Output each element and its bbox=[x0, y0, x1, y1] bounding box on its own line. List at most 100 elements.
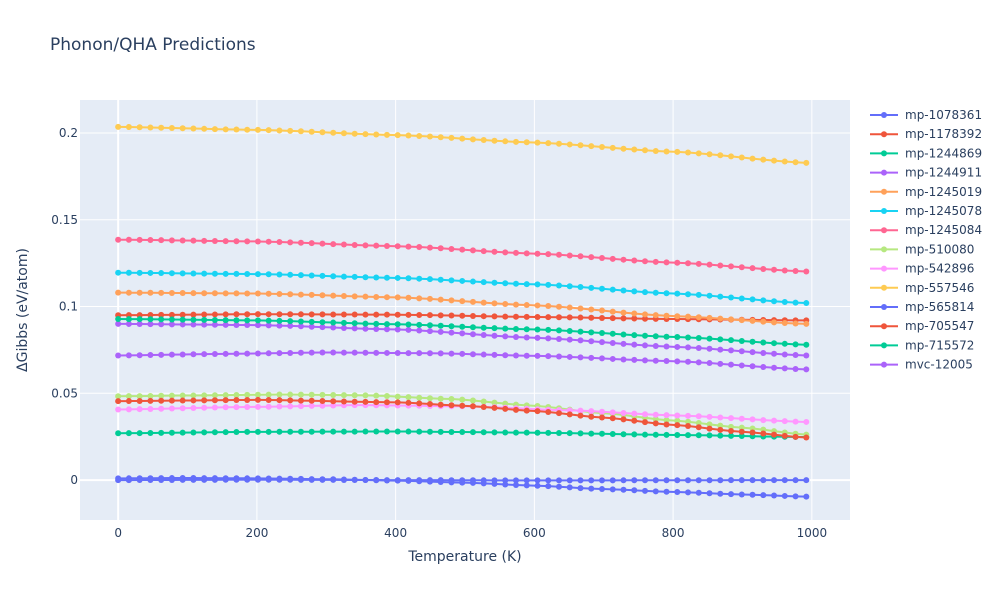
data-point bbox=[728, 432, 735, 439]
data-point bbox=[190, 290, 197, 297]
data-point bbox=[566, 336, 573, 343]
legend-item-mp-565814[interactable]: mp-565814 bbox=[870, 300, 974, 314]
data-point bbox=[728, 263, 735, 270]
data-point bbox=[201, 125, 208, 132]
data-point bbox=[512, 334, 519, 341]
legend-item-mp-1245078[interactable]: mp-1245078 bbox=[870, 204, 982, 218]
data-point bbox=[201, 290, 208, 297]
data-point bbox=[534, 334, 541, 341]
data-point bbox=[459, 350, 466, 357]
data-point bbox=[491, 300, 498, 307]
data-point bbox=[136, 316, 143, 323]
data-point bbox=[803, 320, 810, 327]
data-point bbox=[222, 270, 229, 277]
data-point bbox=[545, 326, 552, 333]
data-point bbox=[631, 315, 638, 322]
legend-item-mp-542896[interactable]: mp-542896 bbox=[870, 262, 974, 276]
data-point bbox=[674, 422, 681, 429]
data-point bbox=[663, 417, 670, 424]
data-point bbox=[136, 236, 143, 243]
data-point bbox=[695, 413, 702, 420]
legend-item-mp-715572[interactable]: mp-715572 bbox=[870, 338, 974, 352]
data-point bbox=[534, 281, 541, 288]
legend-item-mp-1245084[interactable]: mp-1245084 bbox=[870, 223, 982, 237]
data-point bbox=[502, 249, 509, 256]
data-point bbox=[577, 314, 584, 321]
data-point bbox=[685, 477, 692, 484]
data-point bbox=[147, 477, 154, 484]
data-point bbox=[136, 477, 143, 484]
legend-item-mvc-12005[interactable]: mvc-12005 bbox=[870, 358, 973, 372]
data-point bbox=[201, 392, 208, 399]
data-point bbox=[233, 397, 240, 404]
data-point bbox=[287, 476, 294, 483]
legend-item-mp-557546[interactable]: mp-557546 bbox=[870, 281, 974, 295]
data-point bbox=[437, 322, 444, 329]
data-point bbox=[437, 276, 444, 283]
data-point bbox=[373, 392, 380, 399]
data-point bbox=[437, 134, 444, 141]
series-mp-1245078 bbox=[115, 269, 810, 307]
data-point bbox=[620, 256, 627, 263]
legend-item-mp-1178392[interactable]: mp-1178392 bbox=[870, 127, 982, 141]
data-point bbox=[674, 417, 681, 424]
legend-item-mp-1244911[interactable]: mp-1244911 bbox=[870, 166, 982, 180]
data-point bbox=[717, 152, 724, 159]
data-point bbox=[642, 258, 649, 265]
data-point bbox=[394, 321, 401, 328]
data-point bbox=[803, 418, 810, 425]
data-point bbox=[383, 393, 390, 400]
legend-swatch-marker bbox=[881, 284, 887, 291]
legend-label: mp-1244911 bbox=[905, 166, 982, 180]
data-point bbox=[717, 346, 724, 353]
data-point bbox=[233, 238, 240, 245]
data-point bbox=[362, 320, 369, 327]
data-point bbox=[631, 288, 638, 295]
data-point bbox=[211, 126, 218, 133]
data-point bbox=[674, 488, 681, 495]
legend-item-mp-1245019[interactable]: mp-1245019 bbox=[870, 185, 982, 199]
data-point bbox=[351, 320, 358, 327]
data-point bbox=[211, 290, 218, 297]
data-point bbox=[599, 477, 605, 484]
y-tick-label: 0.05 bbox=[51, 386, 78, 400]
data-point bbox=[738, 433, 745, 440]
data-point bbox=[233, 126, 240, 133]
data-point bbox=[749, 349, 756, 356]
legend-item-mp-1244869[interactable]: mp-1244869 bbox=[870, 146, 982, 160]
data-point bbox=[728, 491, 735, 498]
data-point bbox=[158, 270, 165, 277]
data-point bbox=[287, 311, 294, 318]
data-point bbox=[760, 318, 767, 325]
x-tick-labels: 0 200 400 600 800 1000 bbox=[114, 526, 827, 540]
data-point bbox=[642, 311, 649, 318]
data-point bbox=[588, 143, 595, 150]
data-point bbox=[512, 313, 519, 320]
data-point bbox=[599, 285, 605, 292]
series-mp-557546 bbox=[115, 123, 810, 166]
data-point bbox=[771, 417, 778, 424]
data-point bbox=[459, 277, 466, 284]
legend-item-mp-1078361[interactable]: mp-1078361 bbox=[870, 108, 982, 122]
data-point bbox=[792, 477, 799, 484]
data-point bbox=[297, 272, 304, 279]
legend-item-mp-510080[interactable]: mp-510080 bbox=[870, 242, 974, 256]
data-point bbox=[556, 140, 562, 147]
data-point bbox=[179, 476, 186, 483]
data-point bbox=[749, 155, 756, 162]
legend-swatch-marker bbox=[881, 112, 887, 118]
data-point bbox=[190, 311, 197, 318]
data-point bbox=[244, 126, 251, 133]
data-point bbox=[512, 325, 519, 332]
data-point bbox=[362, 293, 369, 300]
data-point bbox=[599, 414, 605, 421]
data-point bbox=[717, 336, 724, 343]
legend[interactable]: mp-1078361 mp-1178392 mp-1244869 mp-1244911… bbox=[870, 108, 982, 372]
data-point bbox=[362, 477, 369, 484]
data-point bbox=[749, 338, 756, 345]
data-point bbox=[588, 485, 595, 492]
data-point bbox=[201, 429, 208, 436]
legend-item-mp-705547[interactable]: mp-705547 bbox=[870, 319, 974, 333]
legend-swatch-marker bbox=[881, 208, 887, 214]
data-point bbox=[190, 316, 197, 323]
